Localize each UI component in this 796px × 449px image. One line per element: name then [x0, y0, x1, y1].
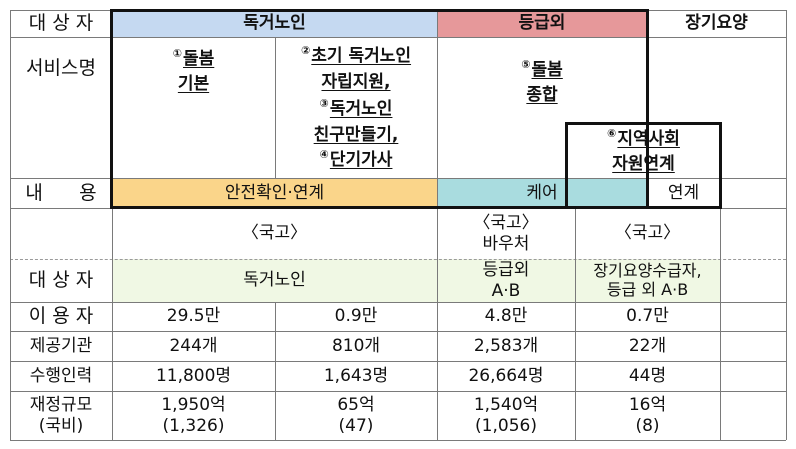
- staff-row-label: 수행인력: [29, 365, 93, 386]
- grid-line: [10, 391, 786, 392]
- target-c2-line2: A·B: [491, 280, 521, 301]
- grid-line: [275, 37, 276, 178]
- funding-national-3: 〈국고〉: [614, 223, 681, 244]
- service-6-line2: 자원연계: [612, 153, 675, 174]
- budget-row-label: 재정규모 (국비): [10, 391, 112, 440]
- staff-value-3: 26,664명: [468, 365, 544, 386]
- budget-national-2: (47): [338, 415, 374, 436]
- agencies-value-1: 244개: [169, 335, 218, 356]
- users-row-label: 이 용 자: [28, 305, 94, 328]
- header-group-dokgeo: 독거노인: [243, 13, 306, 34]
- header-row-label: 대 상 자: [28, 12, 94, 35]
- grid-line: [112, 10, 113, 440]
- target-c2-line1: 등급외: [482, 260, 530, 281]
- budget-value-2: 65억 (47): [275, 391, 437, 440]
- budget-label-line2: (국비): [38, 415, 84, 436]
- funding-voucher: 바우처: [482, 233, 530, 254]
- services-row-label: 서비스명: [26, 56, 96, 79]
- staff-value-4: 44명: [628, 365, 667, 386]
- budget-label-line1: 재정규모: [29, 395, 93, 416]
- staff-value-1: 11,800명: [155, 365, 232, 386]
- content-bg-care: [437, 178, 647, 208]
- grid-line: [10, 178, 786, 179]
- grid-line: [10, 302, 786, 303]
- agencies-value-4: 22개: [628, 335, 667, 356]
- target-bg-c2: [437, 259, 575, 302]
- budget-value-3: 1,540억 (1,056): [437, 391, 575, 440]
- grid-line: [275, 302, 276, 440]
- agencies-value-2: 810개: [331, 335, 381, 356]
- service-5-line1: ⑤돌봄: [521, 58, 563, 81]
- budget-national-4: (8): [635, 415, 660, 436]
- users-value-1: 29.5만: [166, 306, 221, 327]
- content-care: 케어: [526, 182, 558, 203]
- target-c3-line1: 장기요양수급자,: [593, 260, 702, 280]
- agencies-value-3: 2,583개: [473, 335, 539, 356]
- grid-line: [10, 440, 786, 441]
- target-row-label: 대 상 자: [28, 269, 94, 292]
- service-6-cell: ⑥지역사회 자원연계: [567, 124, 720, 178]
- service-2-4-cell: ②초기 독거노인 자립지원, ③독거노인 친구만들기, ④단기가사: [275, 39, 437, 176]
- content-row-label: 내 용: [25, 181, 97, 204]
- users-value-4: 0.7만: [626, 306, 669, 327]
- budget-national-1: (1,326): [162, 415, 225, 436]
- service-1-cell: ①돌봄 기본: [112, 40, 275, 102]
- grid-line: [437, 10, 438, 440]
- header-group-janggiyoyang: 장기요양: [685, 13, 748, 34]
- header-bg-dokgeo: [112, 10, 437, 37]
- content-bg-safety: [112, 178, 437, 208]
- users-value-3: 4.8만: [484, 306, 528, 327]
- target-bg-c3: [575, 259, 720, 302]
- service-5-line2: 종합: [526, 84, 558, 105]
- grid-line: [10, 37, 786, 38]
- grid-line: [10, 361, 786, 362]
- service-2-line1: ②초기 독거노인: [300, 43, 412, 66]
- budget-amount-4: 16억: [628, 395, 667, 416]
- grid-line: [575, 208, 576, 440]
- service-3-line2: 친구만들기,: [313, 125, 399, 146]
- target-c1: 독거노인: [243, 270, 306, 291]
- service-6-line1: ⑥지역사회: [607, 127, 680, 150]
- grid-line: [10, 10, 11, 440]
- dashed-line: [10, 259, 786, 260]
- funding-national-1: 〈국고〉: [241, 223, 308, 244]
- service-2-line2: 자립지원,: [321, 71, 391, 92]
- budget-amount-2: 65억: [337, 395, 375, 416]
- content-safety-link: 안전확인·연계: [224, 182, 325, 203]
- target-c3: 장기요양수급자, 등급 외 A·B: [575, 259, 720, 302]
- service-1-line1: ①돌봄: [172, 47, 215, 70]
- budget-value-1: 1,950억 (1,326): [112, 391, 275, 440]
- header-bg-deunggeupoe: [437, 10, 647, 37]
- target-bg-c1: [112, 259, 437, 302]
- grid-line: [786, 10, 787, 440]
- funding-national-voucher: 〈국고〉 바우처: [437, 208, 575, 259]
- grid-line: [10, 331, 786, 332]
- target-c2: 등급외 A·B: [437, 259, 575, 302]
- header-group-deunggeupoe: 등급외: [518, 13, 566, 34]
- service-4-line1: ④단기가사: [319, 148, 393, 171]
- budget-value-4: 16억 (8): [575, 391, 720, 440]
- budget-national-3: (1,056): [475, 415, 537, 436]
- service-1-line2: 기본: [177, 73, 210, 94]
- staff-value-2: 1,643명: [323, 365, 389, 386]
- funding-national-2: 〈국고〉: [473, 213, 539, 234]
- target-c3-line2: 등급 외 A·B: [606, 279, 689, 299]
- service-5-cell: ⑤돌봄 종합: [437, 56, 647, 108]
- budget-amount-3: 1,540억: [473, 395, 539, 416]
- budget-amount-1: 1,950억: [161, 395, 226, 416]
- grid-line: [720, 208, 721, 440]
- service-3-line1: ③독거노인: [319, 96, 393, 119]
- content-link: 연계: [667, 182, 700, 203]
- users-value-2: 0.9만: [334, 306, 378, 327]
- agencies-row-label: 제공기관: [29, 335, 93, 356]
